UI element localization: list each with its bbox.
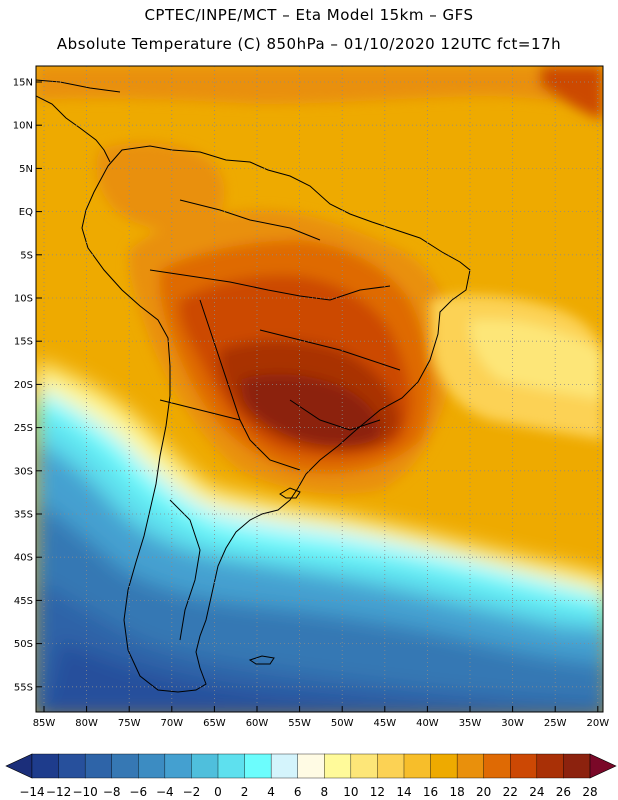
colorbar-tick-label: 10 [343, 785, 358, 799]
lat-tick-label: 5N [19, 164, 33, 175]
field-cool-south [36, 360, 603, 712]
colorbar-swatch [377, 753, 405, 779]
lat-tick-label: 20S [14, 380, 33, 391]
colorbar-swatch [31, 753, 60, 779]
colorbar-swatch [270, 753, 299, 779]
lon-tick-label: 85W [33, 718, 56, 729]
colorbar-swatch [510, 753, 538, 779]
internal-border-1 [149, 269, 391, 301]
map-frame [35, 65, 604, 713]
colorbar-swatch [138, 753, 166, 779]
lat-tick-label: 55S [14, 682, 33, 693]
internal-border-5 [289, 399, 381, 431]
south-america-outline [81, 145, 471, 693]
lat-tick-label: 25S [14, 423, 33, 434]
colorbar-tick-label: 20 [476, 785, 491, 799]
colorbar [5, 753, 617, 779]
colorbar-tick-label: 24 [529, 785, 544, 799]
colorbar-tick-label: −6 [129, 785, 147, 799]
latitude-axis: 15N 10N 5N EQ 5S 10S 15S 20S 25S 30S 35S 40S 45S 50S 5… [13, 78, 42, 693]
lat-tick-label: 35S [14, 510, 33, 521]
map-title-line-2: Absolute Temperature (C) 850hPa – 01/10/… [56, 35, 562, 53]
colorbar-swatch [456, 753, 485, 779]
colorbar-tick-label: 2 [241, 785, 249, 799]
colorbar-tick-label: 12 [370, 785, 385, 799]
temperature-field [36, 66, 603, 712]
longitude-axis: 85W 80W 75W 70W 65W 60W 55W 50W 45W 40W 35W 30W 25W 2… [33, 706, 609, 729]
internal-border-4 [179, 199, 321, 241]
colorbar-swatch [563, 753, 591, 779]
internal-border-2 [199, 299, 301, 471]
colorbar-swatch [244, 753, 272, 779]
colorbar-tick-label: 28 [582, 785, 597, 799]
map-title-line-1: CPTEC/INPE/MCT – Eta Model 15km – GFS [144, 6, 474, 24]
colorbar-tick-label: −2 [183, 785, 201, 799]
lon-tick-label: 70W [160, 718, 183, 729]
colorbar-swatch [84, 753, 113, 779]
colorbar-tick-label: 14 [396, 785, 411, 799]
lon-tick-label: 50W [331, 718, 354, 729]
colorbar-tick-label: −12 [46, 785, 71, 799]
colorbar-swatch [111, 753, 139, 779]
lat-tick-label: 50S [14, 639, 33, 650]
colorbar-swatch [430, 753, 458, 779]
colorbar-tick-label: −10 [72, 785, 97, 799]
colorbar-swatch [483, 753, 511, 779]
colorbar-tick-label: 6 [294, 785, 302, 799]
colorbar-tick-label: −8 [103, 785, 121, 799]
lat-tick-label: 5S [20, 250, 33, 261]
central-america [36, 95, 111, 163]
colorbar-swatch [217, 753, 246, 779]
colorbar-swatch [191, 753, 219, 779]
colorbar-tick-label: 16 [423, 785, 438, 799]
coastlines [36, 79, 471, 693]
lat-tick-label: 15S [14, 337, 33, 348]
lon-tick-label: 75W [118, 718, 141, 729]
lat-tick-label: 10N [13, 121, 33, 132]
lon-tick-label: 20W [586, 718, 609, 729]
colorbar-labels: −14 −12 −10 −8 −6 −4 −2 0 2 4 6 8 10 12 14 16 18 20 22 24 26… [19, 785, 597, 799]
colorbar-swatch [350, 753, 378, 779]
colorbar-swatch [324, 753, 352, 779]
internal-border-7 [169, 499, 201, 641]
colorbar-tick-label: 0 [214, 785, 222, 799]
lat-tick-label: 15N [13, 78, 33, 89]
lat-tick-label: 45S [14, 596, 33, 607]
lon-tick-label: 30W [501, 718, 524, 729]
colorbar-swatch [164, 753, 192, 779]
internal-border-6 [159, 399, 241, 421]
graticule [36, 66, 603, 712]
colorbar-under-triangle [5, 753, 33, 779]
colorbar-tick-label: 18 [449, 785, 464, 799]
lon-tick-label: 25W [544, 718, 567, 729]
colorbar-swatch [58, 753, 86, 779]
field-coastal-yellow [430, 295, 603, 440]
colorbar-tick-label: −14 [19, 785, 44, 799]
lat-tick-label: 40S [14, 553, 33, 564]
colorbar-swatch [297, 753, 325, 779]
colorbar-over-triangle [589, 753, 617, 779]
colorbar-tick-label: 22 [503, 785, 518, 799]
lon-tick-label: 40W [416, 718, 439, 729]
colorbar-tick-label: −4 [156, 785, 174, 799]
lon-tick-label: 45W [373, 718, 396, 729]
caribbean-coast [36, 79, 121, 93]
lat-tick-label: 30S [14, 466, 33, 477]
lon-tick-label: 55W [288, 718, 311, 729]
lat-tick-label: EQ [19, 207, 33, 218]
colorbar-swatch [536, 753, 564, 779]
lon-tick-label: 80W [75, 718, 98, 729]
lon-tick-label: 60W [246, 718, 269, 729]
lon-tick-label: 35W [459, 718, 482, 729]
colorbar-tick-label: 26 [556, 785, 571, 799]
la-plata-outline [279, 487, 301, 499]
falkland-islands [248, 655, 275, 665]
lat-tick-label: 10S [14, 294, 33, 305]
colorbar-tick-label: 8 [320, 785, 328, 799]
colorbar-swatch [403, 753, 432, 779]
colorbar-tick-label: 4 [267, 785, 275, 799]
internal-border-3 [259, 329, 401, 371]
lon-tick-label: 65W [203, 718, 226, 729]
